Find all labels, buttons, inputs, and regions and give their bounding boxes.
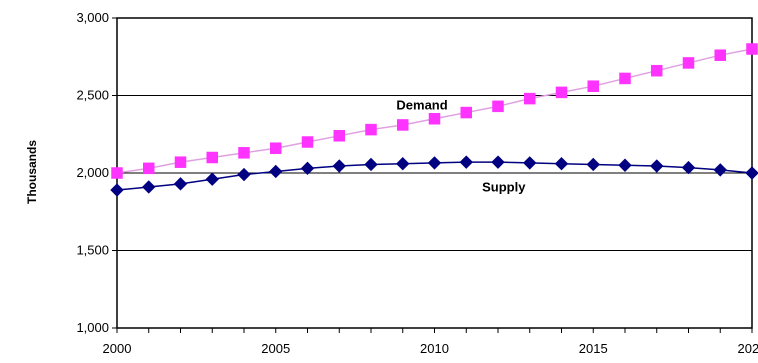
supply-point [745,166,758,180]
demand-point [714,49,726,61]
demand-point [428,113,441,125]
demand-point [555,86,568,99]
supply-point [554,156,569,171]
y-tick-label: 1,000 [76,320,109,335]
supply-point [237,167,251,182]
demand-point [587,80,599,92]
demand-point [682,57,695,69]
supply-point [586,157,600,172]
demand-point [143,162,155,175]
demand-point [651,64,663,77]
y-tick-label: 1,500 [76,243,109,258]
axes: 1,000 1,500 2,000 2,500 3,000 2000 2005 2010 201… [76,10,758,356]
supply-point [269,164,283,179]
series-label-demand: Demand [396,97,447,112]
demand-point [333,130,345,142]
demand-point [460,106,472,119]
supply-point [173,177,188,191]
supply-point [427,156,442,170]
demand-point [111,167,123,179]
supply-point [396,156,410,171]
y-tick-label: 3,000 [76,10,109,25]
y-axis-title: Thousands [25,140,39,204]
labels-layer: Demand Supply [396,97,526,194]
supply-point [650,159,664,173]
demand-point [174,156,187,168]
supply-point [205,172,219,186]
series-layer [110,43,758,197]
supply-point [523,156,537,170]
supply-point [332,159,346,173]
series-label-supply: Supply [482,180,526,195]
demand-point [206,151,218,164]
demand-point [397,119,409,131]
x-tick-label: 2015 [579,341,608,356]
x-tick-label: 2010 [420,341,449,356]
x-tick-label: 2000 [103,341,132,356]
supply-point [300,161,315,176]
supply-point [142,180,156,194]
demand-point [365,123,377,136]
y-tick-label: 2,500 [76,88,109,103]
demand-point [746,43,758,55]
supply-point [459,155,473,169]
x-tick-label: 2020 [738,341,758,356]
demand-point [619,72,631,85]
demand-point [238,147,250,159]
demand-point [524,92,536,105]
supply-point [681,160,696,175]
supply-point [364,157,378,172]
supply-point [618,158,632,172]
gridlines [117,95,752,251]
supply-point [491,155,505,169]
demand-point [492,100,504,113]
supply-point [110,183,124,197]
x-tick-label: 2005 [261,341,290,356]
demand-point [301,136,314,148]
demand-point [270,142,282,154]
supply-point [713,163,727,177]
y-tick-label: 2,000 [76,165,109,180]
